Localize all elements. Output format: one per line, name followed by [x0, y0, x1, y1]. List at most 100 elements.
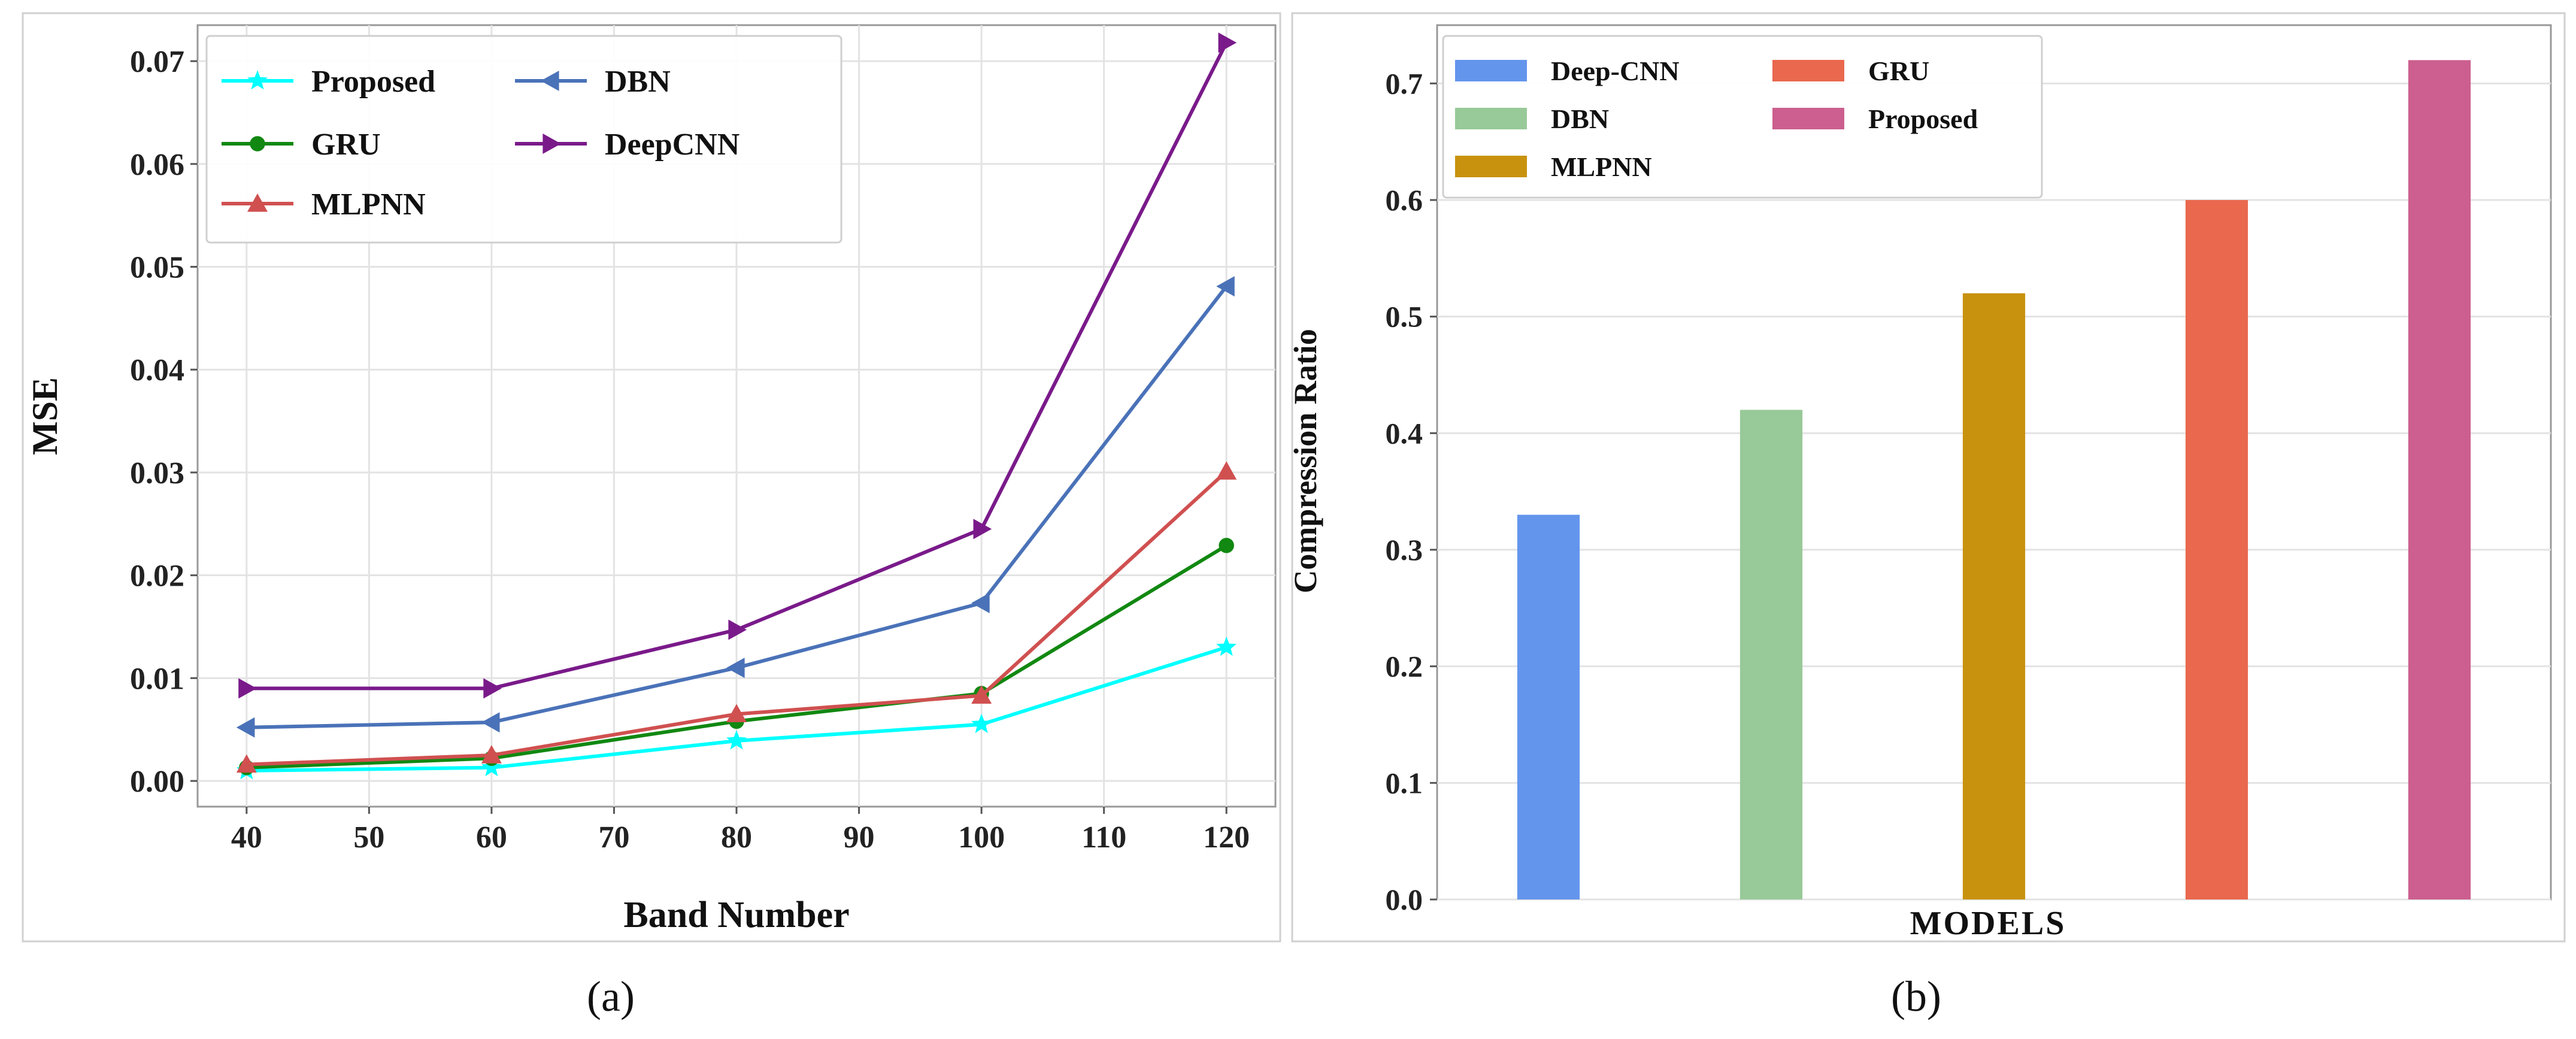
legend-item-gru: GRU — [222, 128, 381, 162]
legend-item-mlpnn: MLPNN — [1455, 152, 1652, 182]
data-point-dbn — [481, 712, 500, 733]
legend-item-mlpnn: MLPNN — [222, 187, 426, 222]
legend-label-proposed: Proposed — [1868, 104, 1978, 134]
legend-label-dbn: DBN — [1551, 104, 1609, 134]
panel-a-x-tick-label: 60 — [476, 820, 507, 855]
legend-label-mlpnn: MLPNN — [311, 187, 426, 222]
data-point-deepcnn — [238, 678, 257, 699]
data-point-proposed — [481, 756, 502, 777]
data-point-proposed — [726, 730, 747, 750]
legend-marker-dbn — [541, 71, 559, 91]
data-point-mlpnn — [1216, 461, 1237, 480]
data-point-mlpnn — [971, 685, 992, 704]
panel-a-x-tick-label: 80 — [721, 820, 752, 855]
panel-b-y-tick-label: 0.6 — [1386, 183, 1423, 217]
data-point-dbn — [726, 658, 745, 678]
legend-marker-proposed — [247, 70, 268, 90]
panel-b-frame — [1291, 12, 2566, 943]
legend-label-deepcnn: DeepCNN — [605, 128, 740, 162]
series-mlpnn — [236, 461, 1237, 773]
legend-marker-mlpnn — [247, 193, 268, 212]
panel-a-y-tick-label: 0.03 — [130, 456, 184, 490]
panel-a-x-tick-label: 90 — [844, 820, 875, 855]
legend-item-deep-cnn: Deep-CNN — [1455, 56, 1680, 86]
panel-b-y-tick-label: 0.7 — [1386, 66, 1423, 100]
panel-a-y-tick-label: 0.06 — [130, 148, 184, 182]
legend-swatch-deep-cnn — [1455, 60, 1527, 81]
data-point-deepcnn — [973, 519, 992, 540]
data-point-dbn — [1216, 276, 1235, 297]
panel-b-y-tick-label: 0.5 — [1386, 300, 1423, 334]
legend-label-dbn: DBN — [605, 65, 671, 99]
panel-a-y-tick-label: 0.02 — [130, 559, 184, 593]
legend-item-proposed: Proposed — [222, 65, 435, 99]
panel-a-legend: Proposed GRU MLPNN DBN DeepCNN — [205, 35, 842, 244]
data-point-dbn — [971, 593, 990, 614]
bar-deep-cnn — [1517, 514, 1580, 899]
panel-a-legend-box — [205, 35, 842, 244]
data-point-mlpnn — [236, 754, 257, 773]
panel-b-legend-box — [1442, 35, 2043, 199]
panel-a-y-tick-label: 0.05 — [130, 251, 184, 285]
legend-label-proposed: Proposed — [311, 65, 435, 99]
panel-a-frame — [22, 12, 1281, 943]
bar-dbn — [1739, 410, 1803, 899]
panel-a-x-tick-label: 110 — [1081, 820, 1126, 855]
legend-label-deep-cnn: Deep-CNN — [1551, 56, 1680, 86]
data-point-deepcnn — [1218, 32, 1237, 53]
panel-a-y-tick-label: 0.07 — [130, 45, 184, 79]
panel-a-y-axis-title: MSE — [25, 377, 65, 455]
panel-a-series — [236, 32, 1237, 780]
panel-b-bars — [1517, 60, 2471, 899]
panel-b-y-tick-label: 0.4 — [1386, 416, 1423, 450]
legend-swatch-dbn — [1455, 108, 1527, 129]
legend-swatch-mlpnn — [1455, 156, 1527, 177]
panel-a-x-tick-label: 120 — [1203, 820, 1250, 855]
panel-b-y-axis-title: Compression Ratio — [1287, 329, 1323, 593]
panel-a-caption: (a) — [587, 973, 635, 1020]
legend-label-mlpnn: MLPNN — [1551, 152, 1652, 182]
panel-a-y-tick-label: 0.00 — [130, 765, 184, 799]
legend-swatch-gru — [1772, 60, 1844, 81]
panel-a-x-tick-label: 100 — [958, 820, 1005, 855]
series-deepcnn — [238, 32, 1237, 699]
legend-item-proposed: Proposed — [1772, 104, 1978, 134]
legend-item-dbn: DBN — [515, 65, 671, 99]
panel-a-x-tick-label: 70 — [598, 820, 629, 855]
legend-item-dbn: DBN — [1455, 104, 1609, 134]
legend-marker-gru — [250, 136, 265, 152]
panel-a-x-axis-title: Band Number — [623, 895, 849, 935]
legend-item-deepcnn: DeepCNN — [515, 128, 740, 162]
panel-a-y-tick-label: 0.04 — [130, 353, 184, 387]
data-point-dbn — [236, 717, 255, 738]
panel-b-y-tick-label: 0.0 — [1386, 883, 1423, 916]
data-point-deepcnn — [728, 619, 747, 640]
panel-a-y-tick-label: 0.01 — [130, 662, 184, 696]
panel-b-caption: (b) — [1891, 973, 1941, 1020]
legend-label-gru: GRU — [1868, 56, 1929, 86]
panel-a-ticks: 40 50 60 70 80 90 100 110 120 0.00 0.01 0.02 0.03 0.0… — [130, 45, 1250, 855]
legend-marker-deepcnn — [543, 134, 561, 154]
panel-b-y-tick-label: 0.3 — [1386, 533, 1423, 567]
data-point-mlpnn — [726, 704, 747, 723]
legend-swatch-proposed — [1772, 108, 1844, 129]
series-dbn — [236, 276, 1235, 738]
panel-a-x-tick-label: 40 — [231, 820, 262, 855]
panel-b-y-tick-label: 0.1 — [1386, 766, 1423, 799]
bar-proposed — [2408, 60, 2471, 899]
data-point-deepcnn — [483, 678, 502, 699]
bar-mlpnn — [1962, 293, 2026, 899]
data-point-proposed — [971, 713, 992, 734]
panel-a-x-tick-label: 50 — [353, 820, 384, 855]
panel-b-ticks: 0.0 0.1 0.2 0.3 0.4 0.5 0.6 0.7 — [1386, 66, 1437, 916]
panel-b-bar-chart: 0.0 0.1 0.2 0.3 0.4 0.5 0.6 0.7 Compression Rat… — [1287, 12, 2566, 1020]
panel-b-x-axis-title: MODELS — [1910, 905, 2066, 942]
legend-item-gru: GRU — [1772, 56, 1929, 86]
panel-b-y-tick-label: 0.2 — [1386, 650, 1423, 683]
data-point-gru — [1219, 538, 1234, 553]
panel-b-legend: Deep-CNN DBN MLPNN GRU Proposed — [1442, 35, 2043, 199]
bar-gru — [2185, 200, 2248, 899]
data-point-mlpnn — [481, 745, 502, 764]
legend-label-gru: GRU — [311, 128, 381, 162]
